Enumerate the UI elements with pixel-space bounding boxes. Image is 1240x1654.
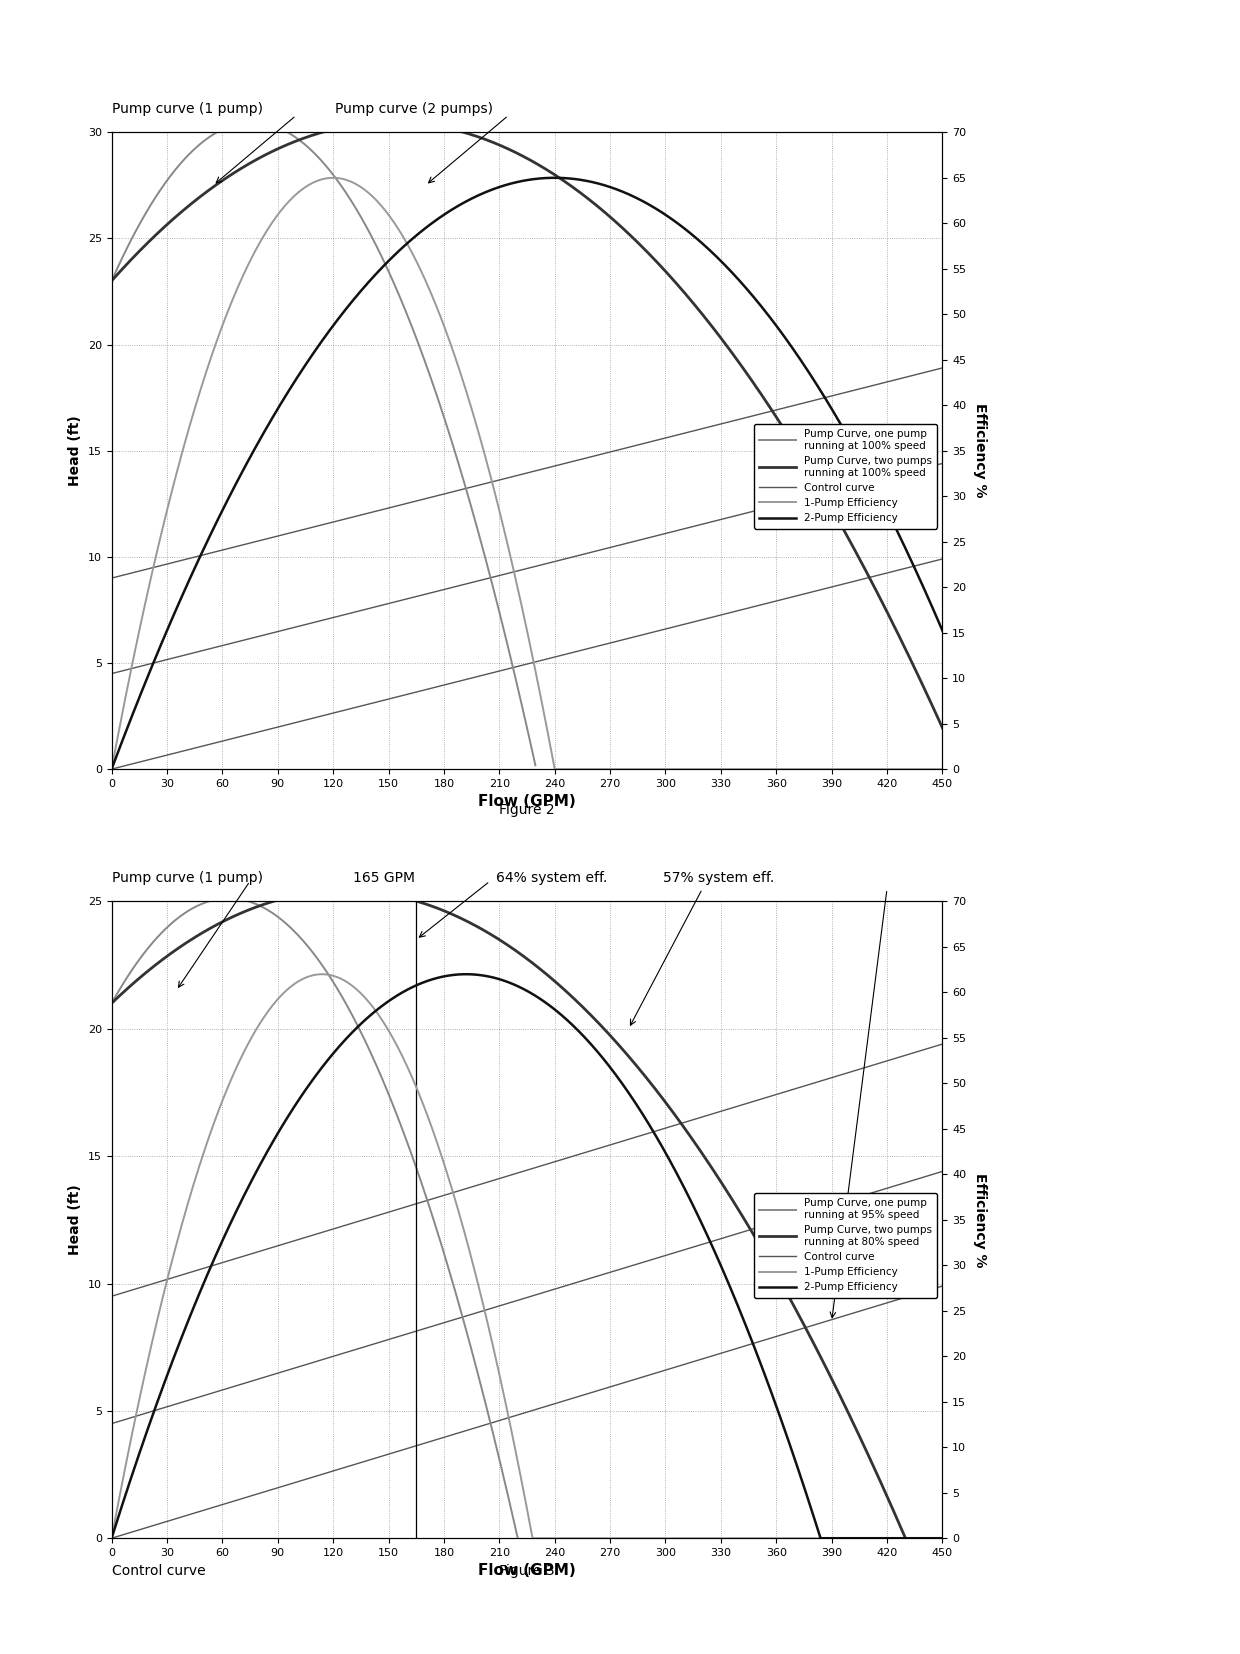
Text: Figure 3: Figure 3	[500, 1563, 554, 1578]
Text: 165 GPM: 165 GPM	[353, 872, 415, 885]
Y-axis label: Head (ft): Head (ft)	[68, 1184, 82, 1255]
Text: 64% system eff.: 64% system eff.	[496, 872, 608, 885]
Text: Pump curve (1 pump): Pump curve (1 pump)	[112, 103, 263, 116]
X-axis label: Flow (GPM): Flow (GPM)	[479, 1563, 575, 1578]
Y-axis label: Efficiency %: Efficiency %	[973, 404, 987, 498]
Y-axis label: Head (ft): Head (ft)	[68, 415, 82, 486]
X-axis label: Flow (GPM): Flow (GPM)	[479, 794, 575, 809]
Y-axis label: Efficiency %: Efficiency %	[973, 1173, 987, 1267]
Legend: Pump Curve, one pump
running at 100% speed, Pump Curve, two pumps
running at 100: Pump Curve, one pump running at 100% spe…	[754, 423, 937, 529]
Text: 57% system eff.: 57% system eff.	[663, 872, 775, 885]
Legend: Pump Curve, one pump
running at 95% speed, Pump Curve, two pumps
running at 80% : Pump Curve, one pump running at 95% spee…	[754, 1193, 937, 1298]
Text: Pump curve (1 pump): Pump curve (1 pump)	[112, 872, 263, 885]
Text: Figure 2: Figure 2	[500, 802, 554, 817]
Text: Pump curve (2 pumps): Pump curve (2 pumps)	[335, 103, 492, 116]
Text: Control curve: Control curve	[112, 1563, 206, 1578]
